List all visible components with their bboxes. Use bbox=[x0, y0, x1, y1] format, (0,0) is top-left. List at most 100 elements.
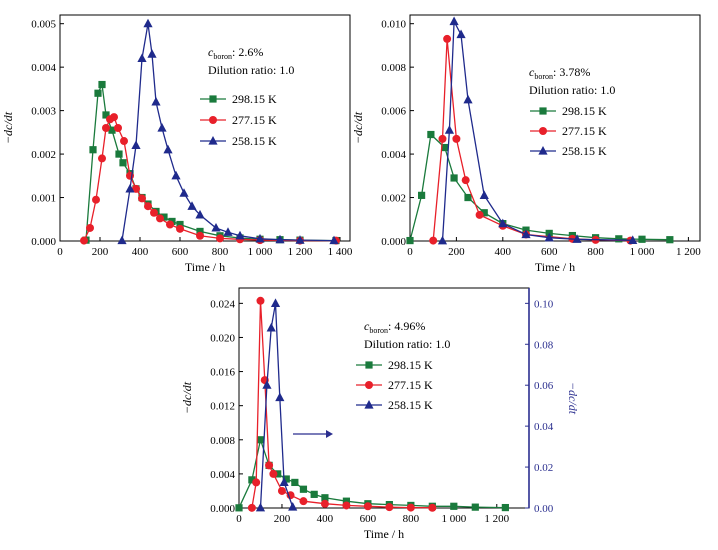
dilution-annotation: Dilution ratio: 1.0 bbox=[208, 63, 294, 77]
legend-marker bbox=[208, 136, 218, 145]
x-axis-label: Time / h bbox=[185, 260, 225, 274]
x-tick-label: 200 bbox=[274, 513, 291, 525]
data-point bbox=[160, 213, 168, 221]
x-tick-label: 1 200 bbox=[484, 513, 509, 525]
data-point bbox=[463, 94, 473, 104]
x-tick-label: 1 000 bbox=[630, 246, 655, 258]
data-point bbox=[114, 124, 122, 132]
data-point bbox=[450, 502, 458, 510]
data-point bbox=[176, 224, 184, 233]
y-axis-label: −dc/dt bbox=[180, 381, 194, 414]
data-point bbox=[86, 223, 94, 232]
data-point bbox=[299, 485, 308, 493]
data-point bbox=[456, 29, 466, 39]
data-point bbox=[179, 188, 189, 197]
x-tick-label: 400 bbox=[132, 246, 149, 258]
data-point bbox=[269, 469, 278, 478]
y-tick-label: 0.006 bbox=[381, 106, 406, 118]
data-point bbox=[115, 150, 123, 158]
data-point bbox=[132, 184, 140, 193]
data-point bbox=[150, 208, 158, 217]
data-point bbox=[137, 53, 147, 63]
data-point bbox=[471, 503, 479, 511]
data-point bbox=[275, 234, 285, 244]
data-point bbox=[282, 475, 290, 483]
concentration-annotation: cboron: 2.6% bbox=[208, 45, 263, 61]
x-tick-label: 1 000 bbox=[248, 246, 273, 258]
x-tick-label: 600 bbox=[541, 246, 558, 258]
x-axis-label: Time / h bbox=[364, 527, 404, 541]
right-y-tick-label: 0.00 bbox=[534, 503, 554, 515]
data-point bbox=[98, 80, 106, 89]
legend-marker bbox=[539, 107, 547, 115]
data-point bbox=[252, 478, 261, 487]
x-tick-label: 0 bbox=[236, 513, 242, 525]
dilution-annotation: Dilution ratio: 1.0 bbox=[529, 83, 615, 97]
y-tick-label: 0.002 bbox=[381, 193, 406, 205]
y-tick-label: 0.002 bbox=[31, 149, 56, 161]
data-point bbox=[406, 236, 414, 245]
y-tick-label: 0.000 bbox=[210, 503, 235, 515]
data-point bbox=[211, 222, 221, 232]
chart-panel-1: 0 200 400 600 800 1 000 1 200 1 400 0.000 0.001 0.… bbox=[1, 14, 353, 274]
x-tick-label: 200 bbox=[92, 246, 109, 258]
legend-label: 298.15 K bbox=[232, 92, 277, 106]
x-tick-label: 400 bbox=[495, 246, 512, 258]
y-axis-label: −dc/dt bbox=[351, 111, 365, 144]
data-point bbox=[144, 202, 152, 211]
data-point bbox=[138, 194, 146, 203]
y-tick-label: 0.000 bbox=[381, 236, 406, 248]
right-y-tick-label: 0.08 bbox=[534, 339, 554, 351]
concentration-annotation: cboron: 4.96% bbox=[364, 319, 425, 335]
data-point bbox=[279, 477, 289, 487]
data-point bbox=[443, 34, 452, 43]
data-point bbox=[418, 191, 426, 199]
data-point bbox=[342, 497, 351, 505]
y-axis-label: −dc/dt bbox=[1, 111, 15, 144]
data-point bbox=[479, 190, 489, 199]
x-tick-label: 800 bbox=[212, 246, 229, 258]
data-point bbox=[157, 123, 167, 132]
data-point bbox=[310, 490, 318, 498]
y-tick-label: 0.004 bbox=[381, 149, 406, 161]
data-point bbox=[363, 502, 372, 511]
legend-label: 277.15 K bbox=[388, 378, 433, 392]
data-point bbox=[427, 130, 435, 139]
series-298-15-k bbox=[82, 80, 340, 245]
y-tick-label: 0.020 bbox=[210, 332, 235, 344]
data-point bbox=[102, 111, 110, 119]
data-point bbox=[119, 159, 127, 167]
data-point bbox=[299, 497, 308, 506]
data-point bbox=[262, 380, 272, 389]
data-point bbox=[449, 16, 459, 26]
data-point bbox=[147, 49, 157, 58]
data-point bbox=[452, 134, 461, 143]
data-point bbox=[248, 476, 256, 484]
data-point bbox=[265, 461, 274, 470]
data-point bbox=[464, 193, 472, 202]
data-point bbox=[143, 18, 153, 28]
y-tick-label: 0.001 bbox=[31, 193, 56, 205]
legend-label: 277.15 K bbox=[562, 124, 607, 138]
plot-frame bbox=[409, 14, 701, 242]
data-point bbox=[521, 229, 531, 239]
legend: 298.15 K 277.15 K 258.15 K bbox=[530, 104, 607, 158]
series-258-15-k bbox=[437, 16, 638, 245]
data-point bbox=[666, 236, 674, 244]
data-point bbox=[450, 174, 458, 182]
x-tick-label: 0 bbox=[57, 246, 63, 258]
legend-marker bbox=[538, 146, 548, 155]
data-point bbox=[275, 392, 285, 402]
data-point bbox=[163, 144, 173, 154]
data-point bbox=[235, 504, 243, 512]
legend-label: 277.15 K bbox=[232, 113, 277, 127]
data-point bbox=[102, 124, 110, 132]
data-point bbox=[428, 503, 437, 512]
y-tick-label: 0.008 bbox=[381, 62, 406, 74]
data-point bbox=[120, 137, 128, 146]
x-tick-label: 1 200 bbox=[288, 246, 313, 258]
data-point bbox=[216, 234, 224, 243]
dilution-annotation: Dilution ratio: 1.0 bbox=[364, 337, 450, 351]
y-tick-label: 0.024 bbox=[210, 298, 235, 310]
